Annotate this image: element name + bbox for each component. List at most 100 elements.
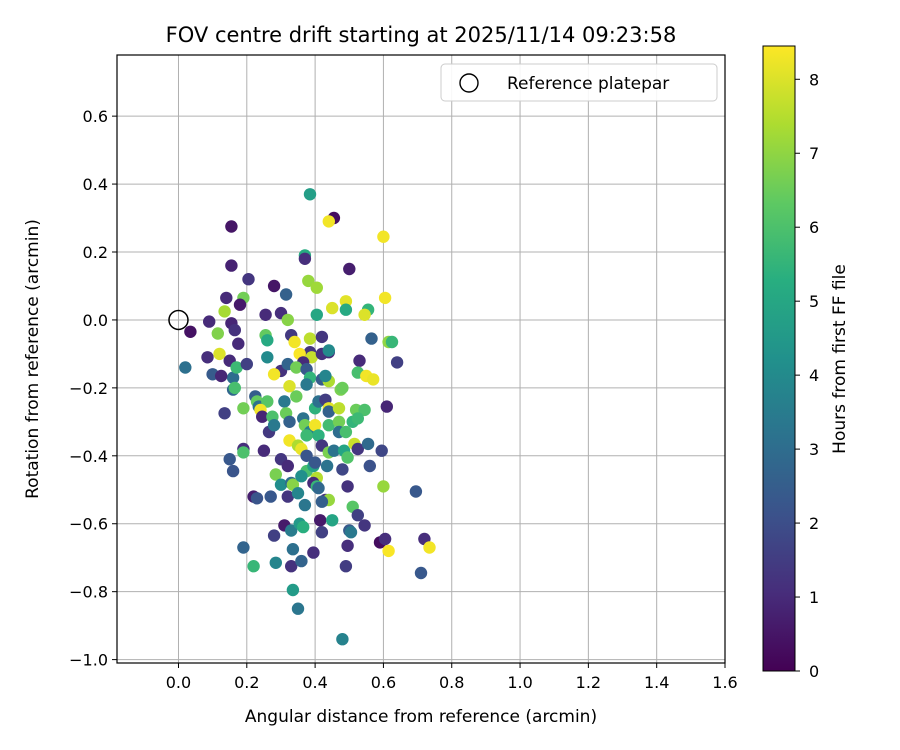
data-point [315,526,329,539]
x-axis-label: Angular distance from reference (arcmin) [245,707,597,727]
data-point [269,468,282,481]
data-point [215,369,228,383]
x-tick-label: 0.0 [166,673,191,692]
data-point [300,378,313,391]
y-axis-ticks: 0.6 0.4 0.2 0.0 −0.2 −0.4 −0.6 −0.8 −1.0 [69,107,117,670]
colorbar-tick-label: 3 [809,440,819,459]
data-point [423,541,436,554]
data-point [358,308,371,321]
data-point [225,220,238,233]
data-point [228,323,241,337]
colorbar-tick-label: 7 [809,144,819,163]
data-point [409,485,423,498]
data-point [281,490,294,503]
y-tick-label: 0.2 [83,243,108,262]
data-point [339,425,353,439]
data-point [377,230,390,243]
x-tick-label: 0.8 [439,673,464,692]
data-point [264,490,277,503]
colorbar-ticks: 0 1 2 3 4 5 6 7 8 [795,70,819,681]
data-point [240,357,253,371]
data-point [257,444,271,457]
colorbar: 0 1 2 3 4 5 6 7 8 Hours from first FF file [762,45,850,681]
data-point [203,315,216,328]
data-point [315,495,329,508]
y-tick-label: −0.8 [69,583,108,602]
data-point [291,487,305,500]
data-point [302,274,315,288]
data-point [286,543,300,556]
x-tick-label: 1.4 [644,673,669,692]
data-point [307,546,320,559]
data-point [201,351,214,364]
data-point [279,288,293,301]
plot-frame [116,54,726,664]
data-point [269,556,282,569]
data-point [267,368,281,381]
colorbar-tick-label: 2 [809,514,819,533]
data-point [351,412,364,425]
x-tick-label: 0.4 [302,673,327,692]
data-point [310,308,323,321]
data-point [232,337,245,350]
data-point [385,335,399,349]
data-point [267,279,281,293]
data-point [312,429,325,442]
data-points [179,188,436,646]
data-point [322,419,335,432]
data-point [223,453,236,466]
data-point [233,298,247,311]
data-point [290,361,303,374]
data-point [315,330,329,344]
data-point [278,395,291,408]
data-point [336,381,349,395]
data-point [225,259,238,272]
data-point [283,380,296,393]
data-point [218,407,231,420]
y-tick-label: −0.4 [69,447,108,466]
data-point [351,442,364,456]
data-point [179,361,192,374]
data-point [220,291,233,305]
data-point [281,313,294,327]
data-point [267,419,281,432]
data-point [344,526,358,539]
data-point [312,481,325,495]
data-point [341,480,354,493]
data-point [259,308,272,321]
data-point [327,444,341,457]
data-point [353,354,366,367]
data-point [250,492,264,505]
x-tick-label: 1.6 [712,673,737,692]
data-point [326,514,339,527]
data-point [332,415,346,428]
data-point [414,566,428,580]
data-point [336,633,349,646]
data-point [237,541,250,554]
legend-box [440,63,718,102]
data-point [343,262,356,276]
data-point [300,429,313,442]
data-point [310,281,323,294]
data-point [358,403,371,417]
data-point [332,402,346,415]
data-point [213,347,226,361]
data-point [319,369,332,383]
data-point [261,334,274,347]
data-point [295,470,308,483]
data-point [341,451,354,464]
data-point [184,325,197,338]
data-point [288,335,301,349]
data-point [218,305,231,318]
data-point [291,602,305,615]
data-point [363,459,376,473]
data-point [322,405,335,418]
data-point [230,361,243,374]
data-point [365,332,378,345]
data-point [226,464,240,478]
data-point [322,215,335,228]
y-tick-label: −1.0 [69,651,108,670]
data-point [281,459,294,473]
data-point [303,332,317,345]
